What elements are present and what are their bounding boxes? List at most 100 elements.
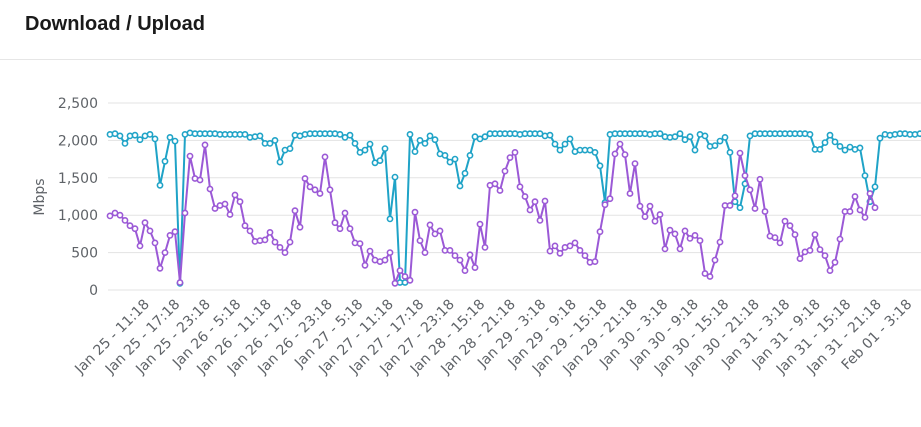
download-point[interactable] [836, 142, 844, 150]
upload-point[interactable] [526, 206, 534, 214]
upload-point[interactable] [416, 237, 424, 244]
upload-point[interactable] [291, 207, 299, 215]
upload-point[interactable] [241, 222, 249, 230]
upload-point[interactable] [676, 245, 684, 253]
upload-point[interactable] [646, 202, 654, 210]
download-point[interactable] [286, 145, 294, 152]
upload-point[interactable] [151, 239, 159, 247]
upload-point[interactable] [206, 185, 214, 193]
upload-point[interactable] [541, 197, 549, 205]
upload-point[interactable] [551, 242, 559, 250]
download-point[interactable] [806, 130, 814, 138]
download-point[interactable] [856, 144, 864, 152]
upload-point[interactable] [316, 190, 324, 197]
download-point[interactable] [551, 140, 559, 148]
upload-point[interactable] [201, 141, 209, 149]
upload-point[interactable] [381, 256, 389, 264]
download-point[interactable] [161, 157, 169, 165]
download-point[interactable] [116, 132, 124, 140]
upload-point[interactable] [321, 153, 329, 161]
download-point[interactable] [546, 131, 554, 139]
download-point[interactable] [671, 133, 679, 141]
upload-point[interactable] [601, 201, 609, 209]
download-point[interactable] [381, 145, 389, 152]
download-point[interactable] [826, 131, 834, 139]
download-point[interactable] [121, 139, 129, 147]
upload-point[interactable] [106, 212, 114, 220]
upload-point[interactable] [271, 238, 279, 246]
upload-point[interactable] [156, 264, 164, 272]
download-point[interactable] [871, 183, 879, 191]
upload-point[interactable] [146, 227, 154, 235]
upload-point[interactable] [696, 237, 704, 244]
download-point[interactable] [166, 133, 174, 141]
download-point[interactable] [441, 151, 449, 159]
download-point[interactable] [596, 162, 604, 170]
upload-point[interactable] [636, 202, 644, 210]
upload-point[interactable] [491, 180, 499, 188]
upload-point[interactable] [616, 140, 624, 148]
upload-point[interactable] [606, 195, 614, 203]
upload-point[interactable] [591, 258, 599, 265]
upload-point[interactable] [281, 249, 289, 256]
upload-point[interactable] [181, 209, 189, 217]
upload-point[interactable] [391, 279, 399, 287]
download-point[interactable] [431, 136, 439, 144]
upload-point[interactable] [566, 242, 574, 250]
upload-point[interactable] [426, 221, 434, 229]
download-point[interactable] [136, 136, 144, 144]
download-point[interactable] [391, 173, 399, 181]
download-point[interactable] [676, 130, 684, 138]
upload-point[interactable] [681, 227, 689, 235]
upload-point[interactable] [121, 216, 129, 224]
upload-point[interactable] [666, 226, 674, 234]
upload-point[interactable] [436, 227, 444, 235]
upload-point[interactable] [466, 251, 474, 259]
upload-point[interactable] [826, 267, 834, 274]
download-point[interactable] [451, 155, 459, 163]
upload-point[interactable] [496, 187, 504, 194]
upload-point[interactable] [816, 246, 824, 253]
upload-point[interactable] [361, 261, 369, 269]
upload-point[interactable] [866, 190, 874, 197]
upload-point[interactable] [686, 234, 694, 242]
upload-point[interactable] [581, 252, 589, 259]
download-point[interactable] [351, 139, 359, 147]
upload-point[interactable] [576, 246, 584, 254]
upload-point[interactable] [166, 231, 174, 239]
upload-point[interactable] [641, 213, 649, 221]
upload-point[interactable] [266, 228, 274, 236]
download-point[interactable] [861, 172, 869, 179]
download-point[interactable] [416, 136, 424, 144]
upload-point[interactable] [141, 219, 149, 227]
download-point[interactable] [681, 136, 689, 144]
upload-point[interactable] [736, 149, 744, 157]
download-point[interactable] [556, 146, 564, 154]
upload-point[interactable] [511, 148, 519, 156]
upload-point[interactable] [531, 198, 539, 206]
upload-point[interactable] [411, 208, 419, 216]
upload-point[interactable] [246, 227, 254, 235]
download-point[interactable] [426, 132, 434, 140]
download-point[interactable] [171, 137, 179, 145]
upload-point[interactable] [186, 152, 194, 160]
upload-point[interactable] [516, 183, 524, 191]
upload-point[interactable] [331, 219, 339, 227]
download-point[interactable] [816, 145, 824, 153]
upload-point[interactable] [776, 239, 784, 247]
upload-point[interactable] [746, 186, 754, 194]
upload-point[interactable] [731, 192, 739, 200]
download-point[interactable] [916, 130, 921, 138]
download-point[interactable] [411, 148, 419, 155]
download-point[interactable] [726, 148, 734, 156]
download-point[interactable] [716, 137, 724, 145]
download-point[interactable] [156, 181, 164, 189]
upload-point[interactable] [836, 235, 844, 243]
upload-point[interactable] [276, 243, 284, 251]
download-point[interactable] [561, 140, 569, 148]
upload-point[interactable] [346, 225, 354, 233]
upload-point[interactable] [171, 228, 179, 236]
upload-point[interactable] [691, 231, 699, 239]
upload-point[interactable] [136, 242, 144, 250]
upload-point[interactable] [771, 234, 779, 241]
